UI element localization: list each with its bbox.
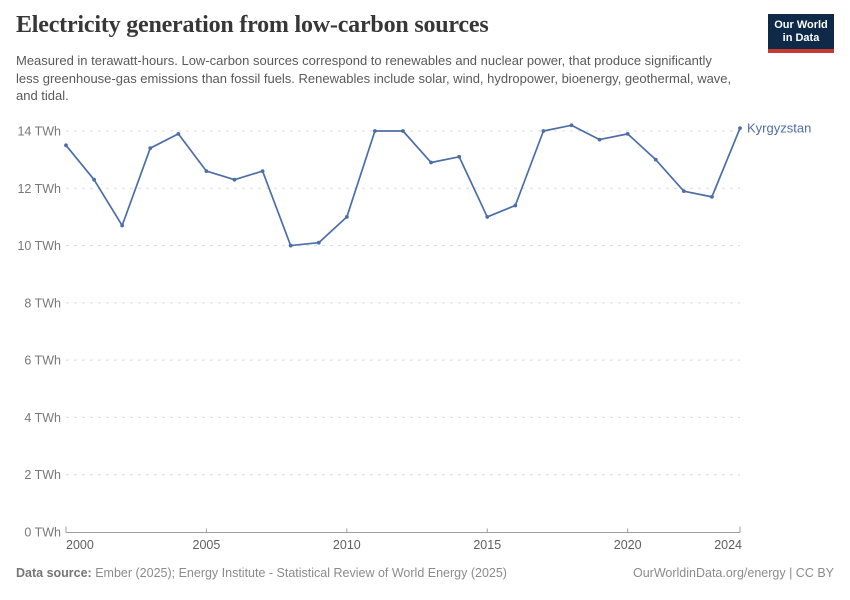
data-point <box>148 146 153 151</box>
y-axis-tick-label: 0 TWh <box>24 526 61 540</box>
owid-logo-line2: in Data <box>782 32 820 44</box>
data-point <box>738 126 742 131</box>
data-source-text: Ember (2025); Energy Institute - Statist… <box>91 566 507 580</box>
y-axis-tick-label: 6 TWh <box>24 354 61 368</box>
owid-logo-text: Our World in Data <box>768 14 834 49</box>
data-point <box>120 223 125 228</box>
data-point <box>204 169 209 174</box>
y-axis-tick-label: 14 TWh <box>17 125 61 139</box>
x-axis-tick-label: 2015 <box>473 538 501 552</box>
data-point <box>401 129 405 133</box>
data-point <box>513 203 518 208</box>
x-axis-tick-label: 2010 <box>333 538 361 552</box>
data-point <box>288 243 293 248</box>
data-point <box>232 177 237 182</box>
data-point <box>429 160 433 165</box>
y-axis-tick-label: 10 TWh <box>17 239 61 253</box>
y-axis-tick-label: 8 TWh <box>24 296 61 310</box>
data-point <box>92 177 96 182</box>
y-axis-tick-label: 2 TWh <box>24 468 61 482</box>
data-source: Data source: Ember (2025); Energy Instit… <box>16 566 507 580</box>
entity-label: Kyrgyzstan <box>747 121 811 136</box>
data-point <box>541 129 546 133</box>
data-point <box>344 215 349 219</box>
owid-logo: Our World in Data <box>768 14 834 53</box>
data-point <box>260 169 265 174</box>
footer-license-link: OurWorldinData.org/energy | CC BY <box>632 566 834 580</box>
x-axis-tick-label: 2005 <box>193 538 221 552</box>
chart-subtitle: Measured in terawatt-hours. Low-carbon s… <box>16 53 732 103</box>
data-source-label: Data source: <box>16 566 92 580</box>
owid-logo-line1: Our World <box>774 19 828 31</box>
data-point <box>569 123 574 128</box>
data-point <box>625 131 630 136</box>
y-axis-tick-label: 12 TWh <box>17 182 61 196</box>
data-point <box>457 154 462 159</box>
owid-logo-red-bar <box>768 49 834 53</box>
data-point <box>681 189 686 194</box>
data-point <box>653 157 658 162</box>
data-line-kyrgyzstan <box>65 124 741 247</box>
data-point <box>373 129 377 133</box>
data-point <box>597 137 602 142</box>
data-point <box>316 240 321 245</box>
chart-footer: Data source: Ember (2025); Energy Instit… <box>16 566 834 580</box>
x-axis-tick-label: 2000 <box>66 538 94 552</box>
data-point <box>64 143 68 148</box>
data-point <box>485 215 490 219</box>
y-axis-tick-label: 4 TWh <box>24 411 61 425</box>
x-axis-tick-label: 2020 <box>614 538 642 552</box>
x-axis-tick-label: 2024 <box>714 538 742 552</box>
page-title: Electricity generation from low-carbon s… <box>16 12 489 38</box>
data-point <box>176 131 181 136</box>
data-point <box>710 194 714 199</box>
